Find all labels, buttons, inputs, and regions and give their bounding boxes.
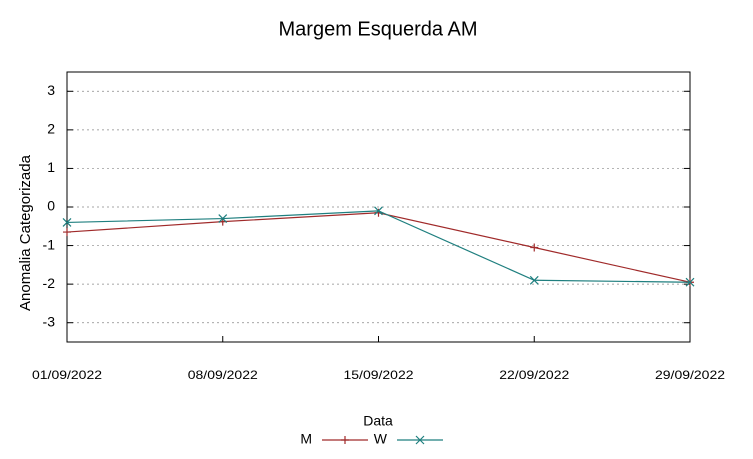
marker — [374, 206, 383, 216]
marker — [63, 228, 71, 237]
marker — [374, 208, 383, 217]
marker — [685, 277, 695, 287]
x-tick-label: 29/09/2022 — [655, 368, 725, 382]
legend-label: W — [374, 431, 388, 447]
y-tick-label: 1 — [47, 159, 55, 175]
x-tick-label: 01/09/2022 — [32, 368, 102, 382]
marker — [530, 243, 539, 252]
marker — [529, 275, 539, 285]
x-tick-label: 22/09/2022 — [499, 368, 569, 382]
y-tick-label: -2 — [43, 275, 56, 291]
legend-label: M — [300, 431, 312, 447]
x-tick-label: 08/09/2022 — [188, 368, 258, 382]
series-line — [66, 212, 691, 283]
chart-title: Margem Esquerda AM — [279, 18, 478, 40]
y-tick-label: -3 — [43, 313, 56, 329]
x-axis-label: Data — [363, 413, 393, 429]
marker — [62, 218, 72, 227]
x-tick-label: 15/09/2022 — [344, 368, 414, 382]
marker — [218, 214, 228, 223]
y-tick-label: 2 — [47, 121, 55, 137]
marker — [415, 435, 425, 445]
plot-frame — [66, 71, 691, 343]
y-tick-label: -1 — [43, 236, 56, 252]
y-axis-label: Anomalia Categorizada — [17, 154, 34, 311]
series-line — [66, 210, 691, 283]
y-tick-label: 0 — [47, 198, 55, 214]
y-tick-label: 3 — [47, 82, 55, 98]
marker — [341, 436, 349, 444]
